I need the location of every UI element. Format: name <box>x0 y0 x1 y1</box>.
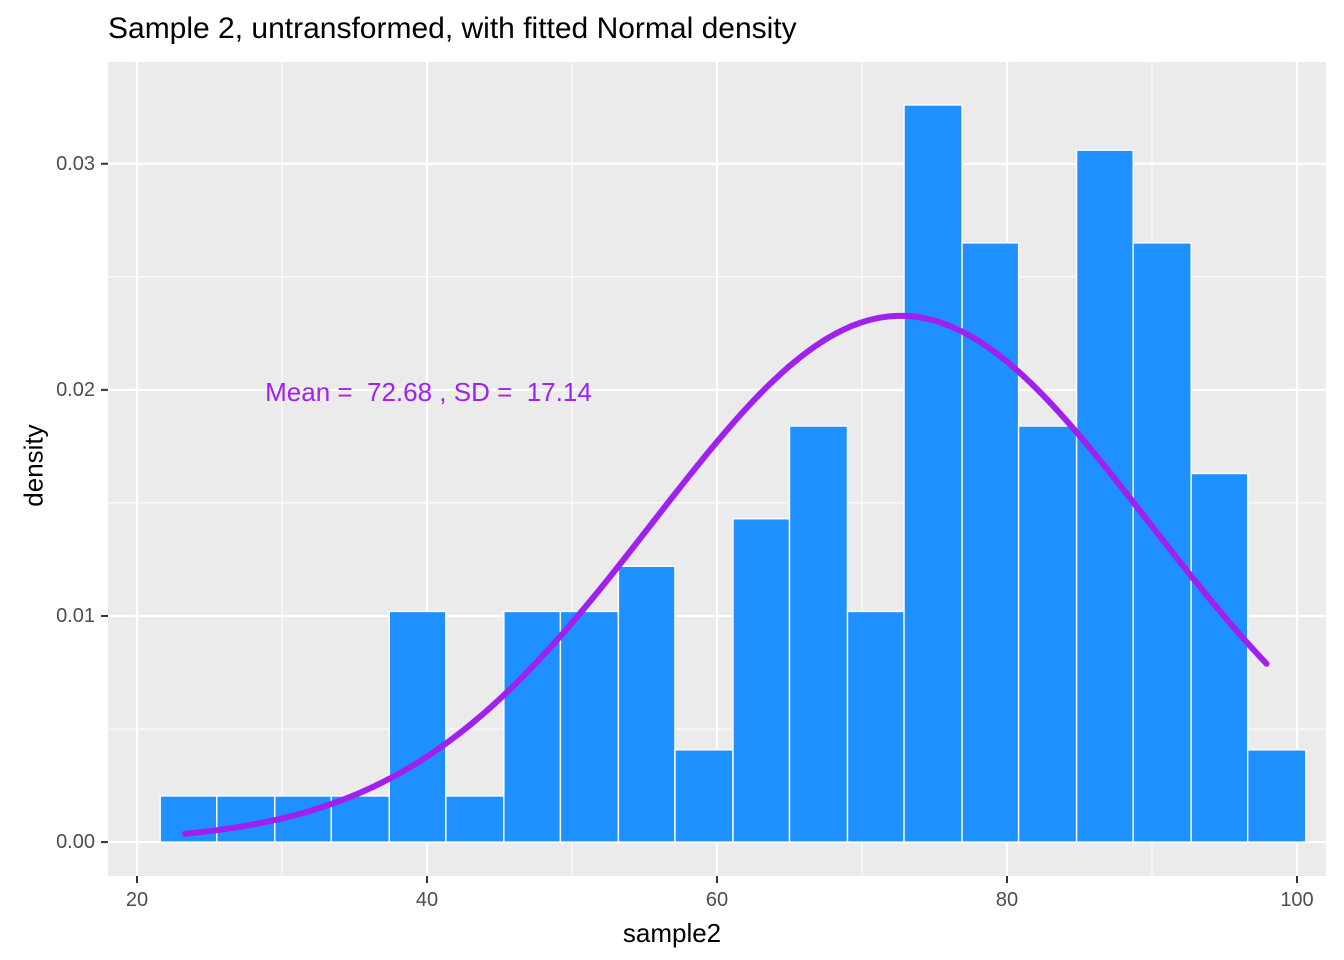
x-tick-label: 80 <box>996 889 1018 911</box>
histogram-bar <box>216 795 276 843</box>
histogram-bars <box>159 104 1307 843</box>
histogram-bar <box>1017 425 1078 843</box>
x-axis-label: sample2 <box>622 918 722 948</box>
y-axis-label: density <box>18 424 49 507</box>
histogram-bar <box>846 610 905 843</box>
histogram-bar <box>903 104 963 843</box>
histogram-bar <box>617 565 676 843</box>
x-tick-label: 100 <box>1280 889 1313 911</box>
histogram-bar <box>330 795 390 843</box>
histogram-bar <box>961 242 1020 843</box>
mean-sd-annotation: Mean = 72.68 , SD = 17.14 <box>265 377 592 407</box>
y-tick-label: 0.02 <box>56 379 95 401</box>
chart-title: Sample 2, untransformed, with fitted Nor… <box>108 12 797 45</box>
x-tick-label: 20 <box>126 889 148 911</box>
x-tick-label: 40 <box>416 889 438 911</box>
histogram-bar <box>1190 472 1249 843</box>
histogram-bar <box>732 518 791 843</box>
histogram-bar <box>1075 149 1134 843</box>
x-axis-ticks: 20 40 60 80 100 <box>126 876 1314 911</box>
histogram-bar <box>445 795 505 843</box>
y-tick-label: 0.03 <box>56 153 95 175</box>
histogram-bar <box>1246 749 1307 843</box>
x-tick-label: 60 <box>706 889 728 911</box>
y-axis-ticks: 0.00 0.01 0.02 0.03 <box>56 153 108 853</box>
histogram-bar <box>674 749 734 843</box>
y-tick-label: 0.00 <box>56 831 95 853</box>
histogram-bar <box>788 425 849 843</box>
y-tick-label: 0.01 <box>56 605 95 627</box>
histogram-bar <box>388 610 447 843</box>
histogram-bar <box>559 610 620 843</box>
normal-density-curve <box>181 312 1270 837</box>
